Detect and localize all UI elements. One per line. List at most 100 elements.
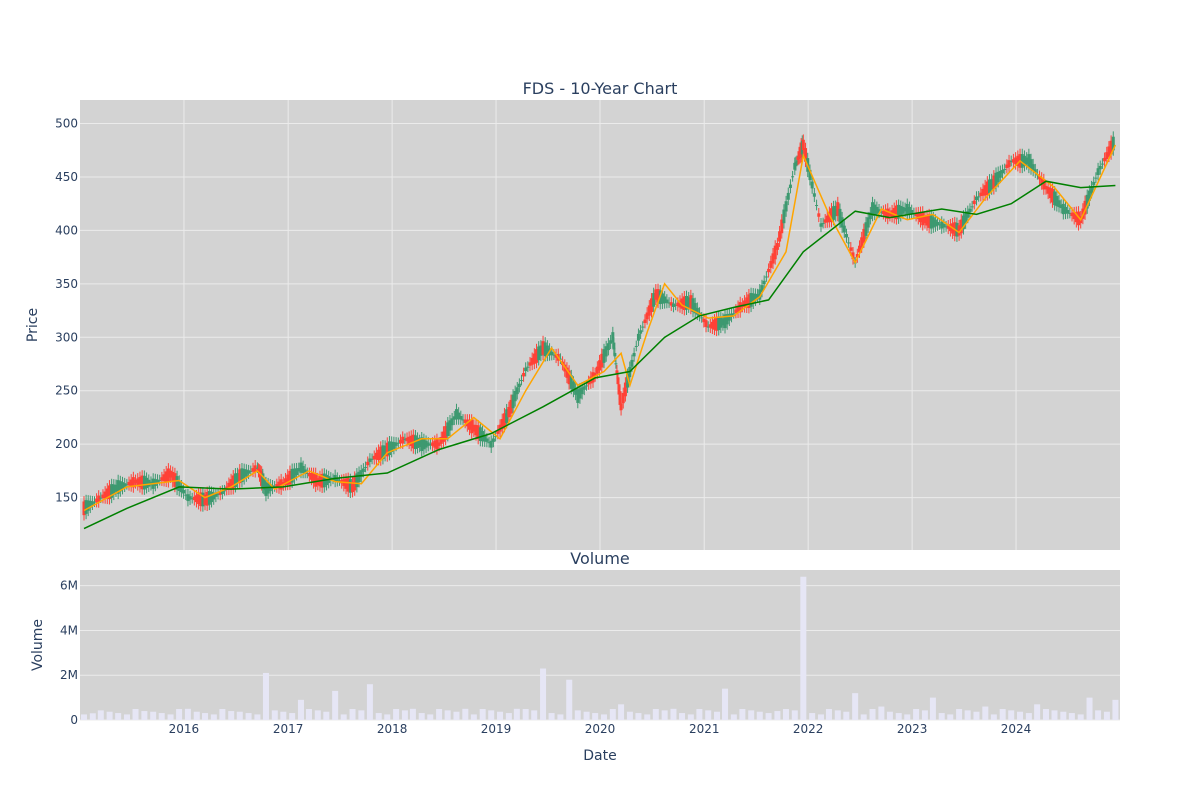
candle-body	[500, 419, 504, 430]
candle-body	[511, 394, 515, 409]
candle-body	[1033, 169, 1037, 173]
candle-body	[426, 442, 430, 446]
candle-body	[767, 268, 771, 273]
candle-body	[576, 389, 580, 403]
volume-bar	[670, 708, 677, 720]
candle-body	[815, 205, 819, 207]
candle-body	[431, 442, 435, 446]
date-tick-label: 2021	[689, 722, 720, 736]
candle-body	[663, 296, 667, 304]
volume-bar	[332, 690, 339, 720]
candle-body	[203, 494, 207, 505]
candle-body	[713, 319, 717, 330]
candle-body	[615, 370, 619, 374]
volume-bar	[141, 711, 148, 720]
volume-bar	[600, 714, 607, 720]
candle-body	[626, 373, 630, 388]
candle-body	[205, 491, 209, 506]
candle-body	[1040, 177, 1044, 185]
candle-body	[1068, 213, 1072, 215]
candle-body	[249, 470, 253, 472]
volume-bar	[436, 709, 443, 720]
volume-bar	[809, 713, 816, 720]
volume-bar	[384, 714, 391, 720]
candle-body	[860, 237, 864, 248]
candle-body	[910, 209, 914, 214]
candle-body	[788, 184, 792, 189]
candle-body	[476, 425, 480, 439]
candle-body	[892, 207, 896, 219]
candle-body	[700, 317, 704, 319]
candle-body	[344, 478, 348, 489]
price-tick-label: 150	[55, 491, 78, 505]
candle-body	[173, 473, 177, 487]
candle-body	[794, 161, 798, 166]
candle-body	[695, 307, 699, 315]
candle-body	[702, 318, 706, 323]
volume-bar	[644, 714, 651, 720]
volume-bar	[825, 709, 832, 720]
candle-body	[819, 223, 823, 227]
volume-bar	[1060, 711, 1067, 720]
candle-body	[979, 192, 983, 197]
candle-body	[619, 403, 623, 411]
candle-body	[435, 439, 439, 450]
candle-body	[1016, 155, 1020, 167]
volume-bar	[210, 714, 217, 720]
candle-body	[994, 172, 998, 187]
candle-body	[689, 295, 693, 309]
candle-body	[821, 223, 825, 225]
candle-body	[778, 231, 782, 242]
candle-body	[227, 482, 231, 490]
candle-body	[1044, 185, 1048, 190]
date-tick-label: 2019	[481, 722, 512, 736]
candle-body	[905, 203, 909, 215]
volume-bar	[817, 714, 824, 720]
candle-body	[660, 293, 664, 304]
candle-body	[764, 276, 768, 278]
candle-body	[357, 471, 361, 483]
volume-bar	[236, 711, 243, 720]
candle-body	[197, 493, 201, 505]
candle-body	[578, 388, 582, 399]
candle-body	[1077, 211, 1081, 226]
candle-body	[186, 494, 190, 502]
volume-gridlines	[80, 585, 1120, 721]
candle-body	[656, 289, 660, 303]
candle-body	[179, 485, 183, 493]
candle-body	[948, 224, 952, 232]
candle-body	[875, 206, 879, 214]
candle-body	[244, 469, 248, 477]
candle-body	[884, 209, 888, 217]
candle-body	[923, 216, 927, 224]
candle-body	[972, 200, 976, 205]
candle-body	[706, 326, 710, 328]
candle-body	[639, 330, 643, 334]
volume-bar	[913, 709, 920, 720]
candle-body	[725, 314, 729, 325]
volume-bar	[132, 709, 139, 720]
candle-body	[545, 345, 549, 356]
volume-bar	[618, 704, 625, 720]
price-tick-label: 200	[55, 437, 78, 451]
candle-body	[97, 495, 101, 503]
candle-body	[602, 349, 606, 363]
candle-body	[134, 479, 138, 484]
volume-bar	[791, 710, 798, 720]
candle-body	[1066, 209, 1070, 214]
candle-body	[842, 225, 846, 233]
candle-body	[877, 209, 881, 213]
candle-body	[275, 484, 279, 488]
price-tick-label: 250	[55, 384, 78, 398]
candle-body	[164, 471, 168, 482]
candle-body	[160, 477, 164, 481]
candle-body	[305, 472, 309, 474]
volume-bar	[748, 710, 755, 720]
volume-bar	[652, 709, 659, 720]
candle-body	[127, 481, 131, 486]
candle-body	[623, 382, 627, 397]
candle-body	[801, 139, 805, 151]
volume-bar	[271, 710, 278, 720]
candle-body	[220, 490, 224, 494]
candle-body	[595, 366, 599, 374]
